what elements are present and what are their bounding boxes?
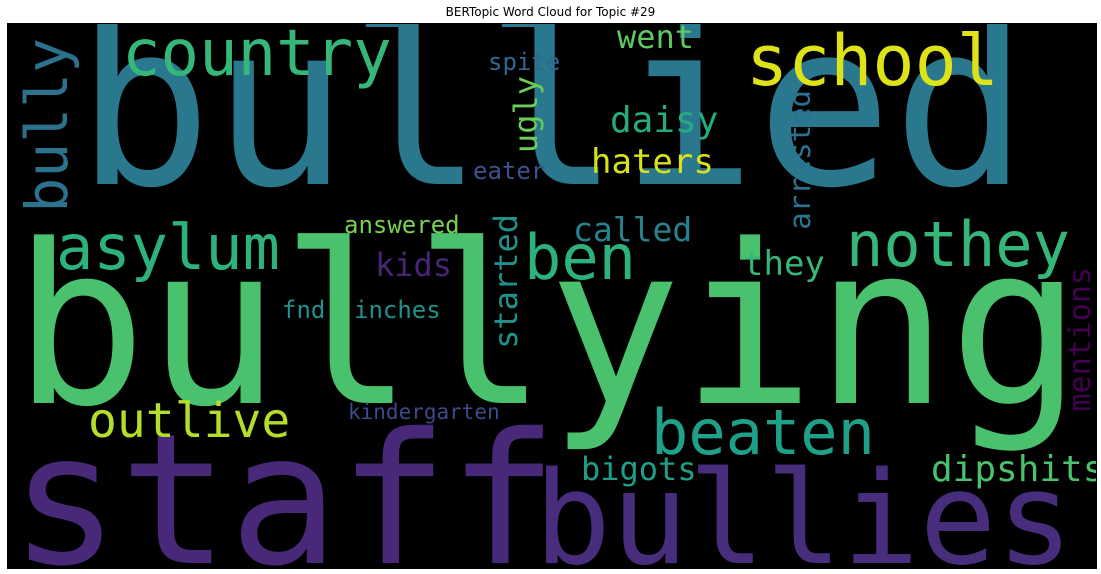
word-asylum: asylum — [56, 211, 280, 284]
word-mentions: mentions — [1063, 267, 1097, 412]
word-haters: haters — [591, 142, 714, 182]
word-kids: kids — [375, 246, 453, 284]
word-went: went — [617, 23, 695, 56]
word-beaten: beaten — [651, 396, 875, 469]
word-ugly: ugly — [507, 76, 545, 154]
word-arrested: arrested — [783, 90, 817, 230]
word-started: started — [487, 214, 525, 349]
word-daisy: daisy — [610, 100, 719, 141]
word-nothey: nothey — [846, 208, 1070, 281]
word-staff: staff — [10, 394, 558, 569]
word-they: they — [743, 244, 825, 284]
word-kindergarten: kindergarten — [348, 400, 500, 424]
word-dipshits: dipshits — [931, 449, 1097, 490]
word-ben: ben — [524, 221, 636, 294]
word-outlive: outlive — [88, 393, 291, 449]
word-answered: answered — [344, 211, 460, 239]
word-bullies: bullies — [534, 445, 1074, 569]
word-bully: bully — [13, 38, 81, 213]
word-school: school — [746, 23, 999, 102]
word-bigots: bigots — [581, 450, 697, 488]
word-bullied: bullied — [76, 23, 1029, 238]
word-cloud-canvas: bullied bullying staff bullies school co… — [7, 23, 1097, 569]
word-spite: spite — [488, 48, 561, 76]
word-called: called — [573, 210, 693, 249]
word-country: country — [122, 23, 392, 91]
word-inches: inches — [354, 296, 441, 324]
word-bullying: bullying — [13, 198, 1083, 456]
chart-title: BERTopic Word Cloud for Topic #29 — [445, 5, 656, 19]
word-eater: eater — [473, 157, 546, 185]
word-fnd: fnd — [282, 296, 326, 324]
